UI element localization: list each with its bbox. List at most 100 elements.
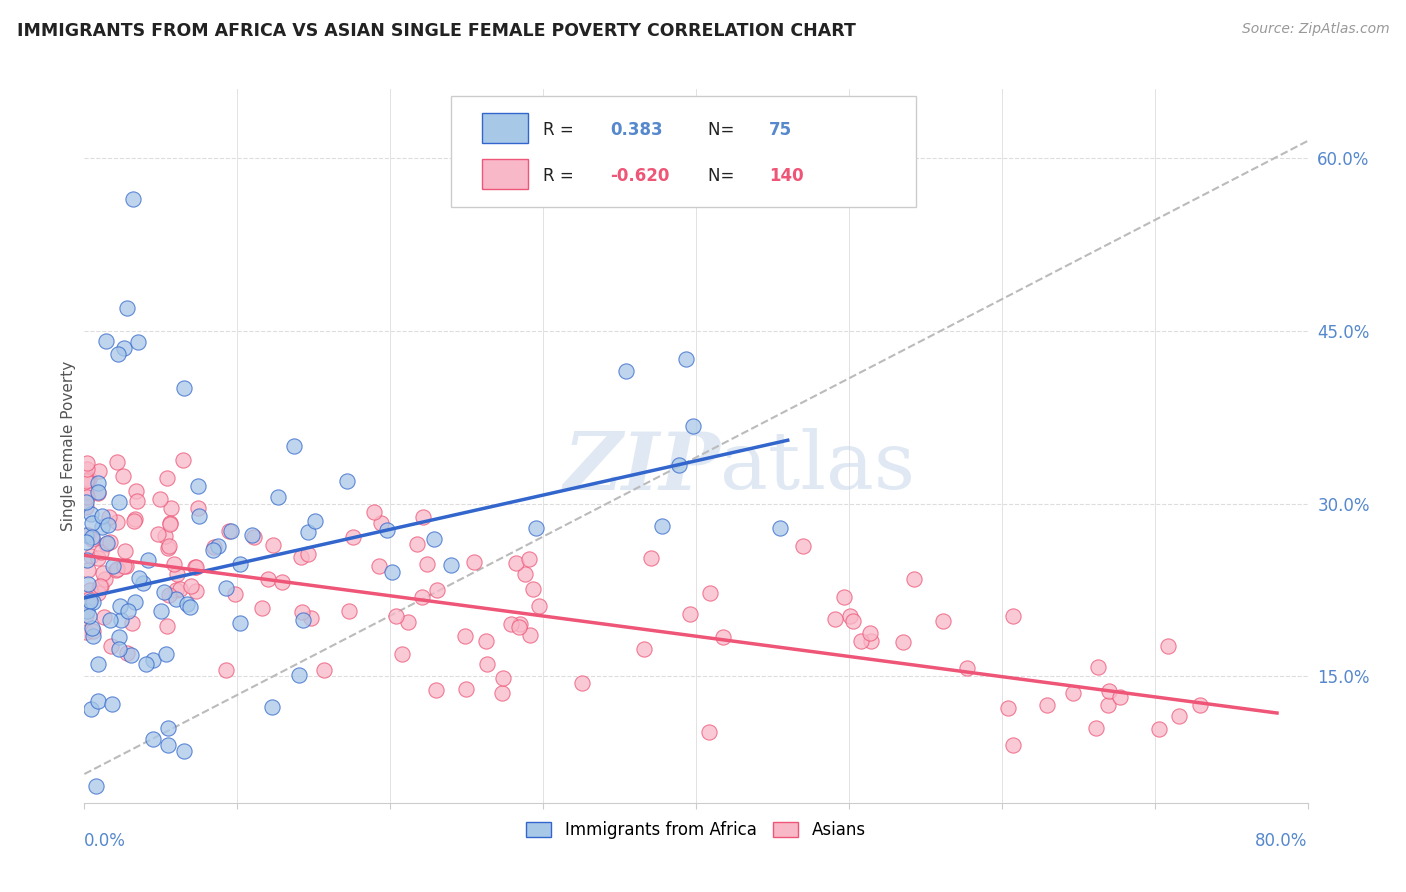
Point [832, 591, 855, 605]
Point [157, 738, 180, 752]
Point [668, 458, 690, 473]
Point [633, 642, 655, 657]
Point [97, 509, 120, 524]
Point [262, 700, 284, 714]
Point [229, 615, 252, 630]
Point [184, 584, 207, 599]
Point [187, 479, 209, 493]
Point [219, 524, 242, 539]
Point [156, 619, 179, 633]
Point [94, 536, 117, 550]
Point [243, 530, 266, 544]
Point [955, 661, 977, 675]
Point [111, 468, 134, 483]
Point [79, 582, 101, 597]
Point [142, 732, 165, 747]
Point [614, 364, 637, 378]
Point [77, 577, 100, 591]
Text: N=: N= [709, 121, 740, 139]
Point [838, 609, 860, 624]
FancyBboxPatch shape [451, 96, 917, 207]
Point [1189, 698, 1212, 712]
Point [128, 571, 150, 585]
Point [110, 613, 132, 627]
Point [679, 607, 702, 622]
Point [997, 701, 1019, 715]
Point [509, 617, 531, 632]
Point [202, 542, 225, 557]
Point [1084, 721, 1107, 735]
Point [86, 694, 108, 708]
Point [1002, 608, 1025, 623]
Point [517, 551, 540, 566]
Point [84, 779, 107, 793]
Point [75, 528, 97, 542]
Point [1036, 698, 1059, 712]
Point [127, 335, 149, 350]
Point [342, 530, 364, 544]
Point [416, 557, 439, 571]
Point [108, 630, 131, 644]
Point [75, 534, 97, 549]
Point [682, 418, 704, 433]
Point [107, 515, 129, 529]
Point [148, 526, 170, 541]
Point [180, 579, 202, 593]
Point [166, 566, 188, 581]
Point [94, 572, 117, 586]
Point [159, 516, 181, 531]
Point [120, 648, 142, 662]
Legend: Immigrants from Africa, Asians: Immigrants from Africa, Asians [520, 814, 872, 846]
Point [229, 558, 252, 572]
Point [267, 490, 290, 504]
Point [86, 657, 108, 671]
Point [529, 599, 551, 613]
Point [124, 514, 146, 528]
Point [1087, 659, 1109, 673]
Point [157, 721, 180, 735]
Point [82, 594, 104, 608]
Point [87, 475, 110, 490]
Point [108, 495, 131, 509]
Point [515, 567, 537, 582]
Point [93, 566, 115, 581]
Point [87, 486, 110, 500]
Point [297, 524, 319, 539]
Point [87, 485, 110, 500]
Text: 80.0%: 80.0% [1256, 831, 1308, 849]
Point [1168, 709, 1191, 723]
Y-axis label: Single Female Poverty: Single Female Poverty [60, 361, 76, 531]
Point [77, 564, 100, 578]
Point [142, 653, 165, 667]
Point [1108, 690, 1130, 705]
Point [931, 614, 953, 628]
Point [1001, 738, 1024, 752]
Point [172, 453, 194, 467]
Point [283, 439, 305, 453]
Point [257, 572, 280, 586]
Point [499, 617, 522, 632]
Point [159, 500, 181, 515]
Point [291, 606, 314, 620]
Point [96, 535, 118, 549]
Point [169, 582, 191, 597]
Point [75, 608, 97, 623]
Point [79, 609, 101, 624]
Point [426, 582, 449, 597]
Point [651, 519, 673, 533]
Point [86, 585, 108, 599]
Point [82, 624, 104, 638]
Point [291, 613, 314, 627]
Point [90, 579, 112, 593]
Point [104, 563, 127, 577]
Point [80, 516, 103, 531]
Point [188, 508, 211, 523]
Point [571, 676, 593, 690]
Text: N=: N= [709, 167, 740, 185]
Text: ZIP: ZIP [564, 429, 720, 506]
Point [250, 600, 273, 615]
Point [271, 574, 294, 589]
Point [519, 628, 541, 642]
Point [640, 550, 662, 565]
Point [149, 491, 172, 506]
